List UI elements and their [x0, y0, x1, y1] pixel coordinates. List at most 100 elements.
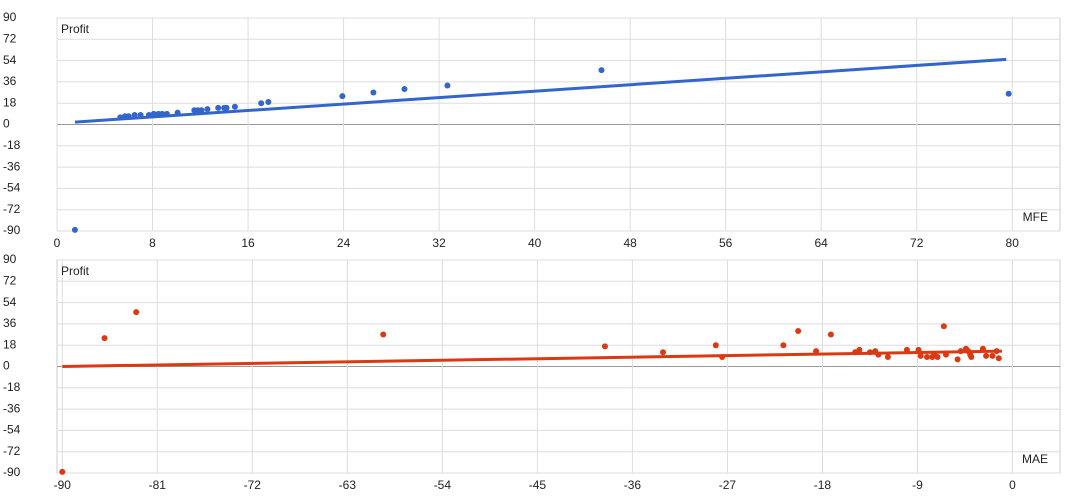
data-point [71, 226, 78, 233]
data-point [339, 93, 346, 100]
data-point [856, 346, 863, 353]
data-point [231, 103, 238, 110]
y-tick-label: 54 [3, 295, 17, 309]
x-tick-label: 0 [1009, 478, 1016, 492]
y-tick-label: -90 [3, 465, 21, 479]
y-tick-label: 0 [3, 359, 10, 373]
y-tick-label: -90 [3, 223, 21, 237]
x-tick-label: 32 [432, 236, 446, 250]
x-tick-label: -18 [814, 478, 832, 492]
data-point [995, 355, 1002, 362]
data-point [954, 356, 961, 363]
data-point [875, 351, 882, 358]
x-tick-label: -45 [529, 478, 547, 492]
y-tick-label: -18 [3, 380, 21, 394]
y-tick-label: 18 [3, 95, 17, 109]
data-point [198, 107, 205, 114]
y-tick-label: -72 [3, 202, 21, 216]
y-axis-label: Profit [61, 264, 90, 278]
data-point [934, 354, 941, 361]
x-tick-label: 8 [149, 236, 156, 250]
x-tick-label: -9 [912, 478, 923, 492]
data-point [601, 343, 608, 350]
data-point [942, 351, 949, 358]
data-point [979, 345, 986, 352]
data-point [903, 346, 910, 353]
data-point [223, 104, 230, 111]
y-tick-label: 36 [3, 316, 17, 330]
y-tick-label: 90 [3, 252, 17, 266]
data-point [989, 352, 996, 359]
data-point [174, 109, 181, 116]
x-tick-label: 64 [815, 236, 829, 250]
data-point [983, 352, 990, 359]
data-point [101, 335, 108, 342]
x-tick-label: -72 [244, 478, 262, 492]
data-point [117, 114, 124, 121]
y-tick-label: 54 [3, 53, 17, 67]
data-point [163, 110, 170, 117]
y-tick-label: 36 [3, 74, 17, 88]
data-point [884, 354, 891, 361]
trend-line [62, 349, 1002, 368]
x-tick-label: 0 [54, 236, 61, 250]
x-tick-label: 40 [528, 236, 542, 250]
data-point [258, 100, 265, 107]
x-tick-label: 16 [241, 236, 255, 250]
data-point [795, 328, 802, 334]
data-point [380, 331, 387, 338]
y-tick-label: -36 [3, 159, 21, 173]
y-tick-label: -72 [3, 444, 21, 458]
data-point [866, 349, 873, 356]
x-tick-label: -27 [719, 478, 737, 492]
data-point [137, 112, 144, 119]
data-point [993, 348, 1000, 355]
data-point [125, 113, 132, 120]
data-point [957, 348, 964, 355]
data-point [59, 468, 66, 475]
y-tick-label: -54 [3, 181, 21, 195]
y-tick-label: 72 [3, 273, 17, 287]
data-point [145, 112, 152, 119]
x-tick-label: 24 [337, 236, 351, 250]
x-tick-label: 48 [623, 236, 637, 250]
data-point [915, 346, 922, 353]
trend-line [74, 57, 1007, 124]
data-point [923, 354, 930, 361]
data-point [131, 112, 138, 119]
data-point [780, 342, 787, 349]
data-point [265, 99, 272, 106]
data-point [159, 110, 166, 117]
data-point [215, 104, 222, 111]
data-point [370, 89, 377, 96]
data-point [204, 106, 211, 113]
y-tick-label: -54 [3, 423, 21, 437]
data-point [133, 309, 140, 316]
x-tick-label: 56 [719, 236, 733, 250]
x-tick-label: -81 [149, 478, 167, 492]
y-tick-label: 90 [3, 10, 17, 24]
data-point [712, 342, 719, 349]
x-axis-label: MAE [1022, 452, 1048, 466]
data-point [968, 354, 975, 361]
x-tick-label: -36 [624, 478, 642, 492]
x-tick-label: -90 [54, 478, 72, 492]
y-tick-label: -18 [3, 138, 21, 152]
data-point [598, 67, 605, 74]
data-point [940, 323, 947, 330]
data-point [150, 110, 157, 117]
data-point [660, 349, 667, 356]
x-tick-label: 80 [1006, 236, 1020, 250]
data-point [401, 86, 408, 92]
data-point [917, 352, 924, 359]
y-tick-label: -36 [3, 401, 21, 415]
y-axis-label: Profit [61, 22, 90, 36]
y-tick-label: 72 [3, 31, 17, 45]
data-point [813, 348, 820, 355]
x-tick-label: -63 [339, 478, 357, 492]
data-point [719, 354, 726, 361]
data-point [827, 331, 834, 338]
y-tick-label: 0 [3, 117, 10, 131]
